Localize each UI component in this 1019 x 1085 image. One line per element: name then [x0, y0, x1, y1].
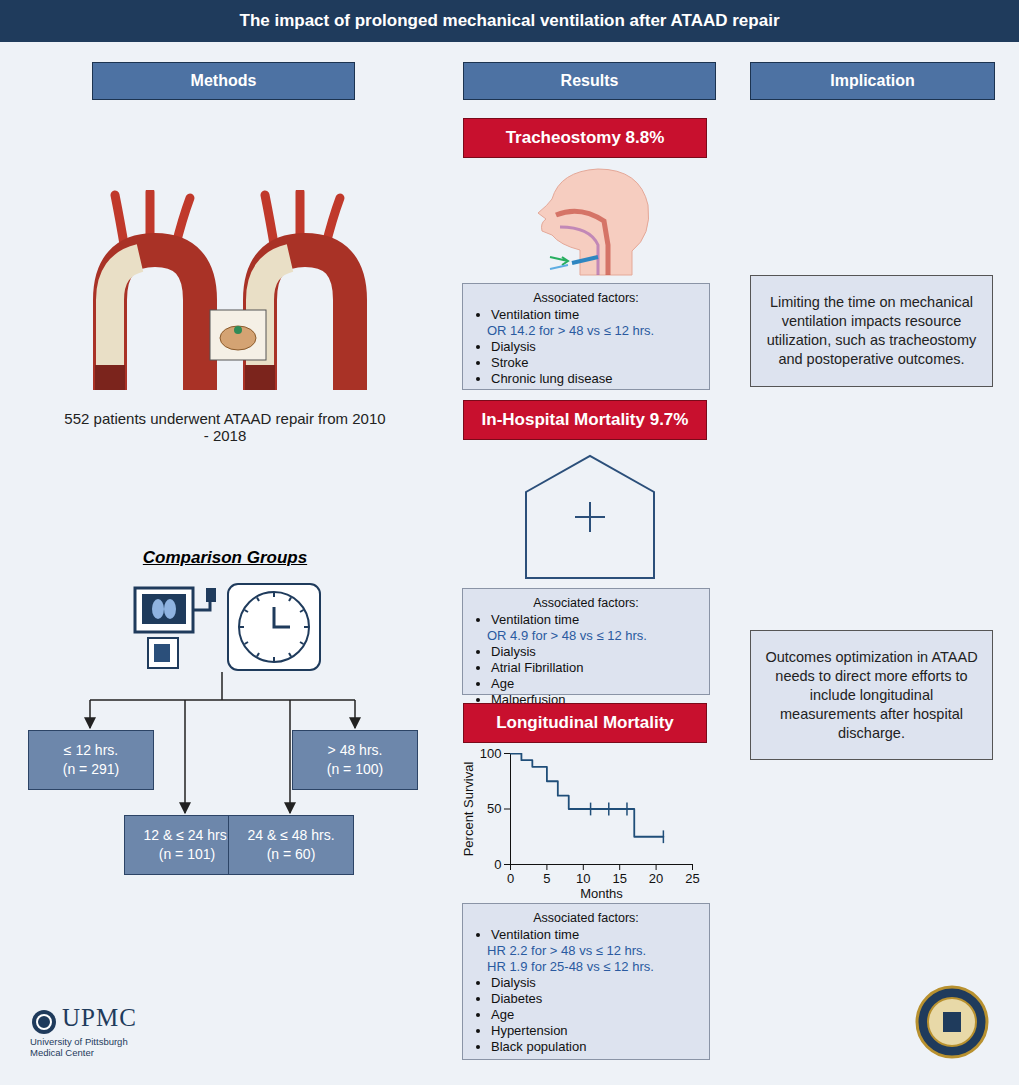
html-text:In-Hospital Mortality 9.7%: In-Hospital Mortality 9.7%: [481, 410, 689, 429]
html-text:Atrial Fibrillation: Atrial Fibrillation: [491, 660, 584, 675]
svg-text:100: 100: [480, 746, 502, 761]
html-text:(n = 100): (n = 100): [326, 761, 384, 777]
html-text:OR 14.2 for > 48 vs ≤ 12 hrs.: OR 14.2 for > 48 vs ≤ 12 hrs.: [487, 323, 655, 338]
html-text:Outcomes optimization in ATAAD: Outcomes optimization in ATAAD needs to …: [765, 648, 978, 741]
html-text:UPMC: UPMC: [62, 1004, 137, 1031]
html-text:University of Pittsburgh: University of Pittsburgh: [30, 1036, 128, 1047]
html-text:Age: Age: [491, 1007, 515, 1022]
svg-text:0: 0: [494, 857, 501, 872]
html-text:Methods: Methods: [190, 72, 257, 89]
html-text:Ventilation time: Ventilation time: [491, 612, 580, 627]
html-text:(n = 101): (n = 101): [158, 846, 216, 862]
html-text:Stroke: Stroke: [491, 355, 529, 370]
html-text:Limiting the time on mechanica: Limiting the time on mechanical ventilat…: [766, 294, 977, 367]
svg-text:Percent Survival: Percent Survival: [461, 762, 476, 857]
svg-text:20: 20: [649, 871, 663, 886]
html-text:Medical Center: Medical Center: [30, 1047, 94, 1058]
html-text:Implication: Implication: [830, 72, 915, 89]
svg-text:50: 50: [487, 801, 501, 816]
html-text:Black population: Black population: [491, 1039, 587, 1054]
html-text:Diabetes: Diabetes: [491, 991, 543, 1006]
html-text:12 & ≤ 24 hrs.: 12 & ≤ 24 hrs.: [143, 827, 231, 843]
html-text:≤ 12 hrs.: ≤ 12 hrs.: [63, 742, 119, 758]
html-text:Age: Age: [491, 676, 515, 691]
html-text:Results: Results: [560, 72, 619, 89]
html-text:Ventilation time: Ventilation time: [491, 307, 580, 322]
html-text:> 48 hrs.: > 48 hrs.: [327, 742, 383, 758]
html-text:Hypertension: Hypertension: [491, 1023, 568, 1038]
html-text:552 patients underwent ATAAD r: 552 patients underwent ATAAD repair from…: [64, 410, 386, 444]
html-text:Chronic lung disease: Chronic lung disease: [491, 371, 613, 386]
html-text:HR 2.2 for > 48 vs ≤ 12 hrs.: HR 2.2 for > 48 vs ≤ 12 hrs.: [487, 943, 647, 958]
html-text:24 & ≤ 48 hrs.: 24 & ≤ 48 hrs.: [247, 827, 335, 843]
svg-text:15: 15: [612, 871, 626, 886]
html-text:Associated factors:: Associated factors:: [533, 291, 639, 305]
html-text:The impact of prolonged mechan: The impact of prolonged mechanical venti…: [239, 11, 780, 30]
svg-text:25: 25: [685, 871, 699, 886]
html-text:Dialysis: Dialysis: [491, 339, 536, 354]
html-text:OR 4.9 for > 48 vs ≤ 12 hrs.: OR 4.9 for > 48 vs ≤ 12 hrs.: [487, 628, 647, 643]
html-text:Ventilation time: Ventilation time: [491, 927, 580, 942]
html-text:Comparison Groups: Comparison Groups: [142, 548, 308, 567]
html-text:(n = 291): (n = 291): [62, 761, 120, 777]
html-text:Dialysis: Dialysis: [491, 644, 536, 659]
html-text:Longitudinal Mortality: Longitudinal Mortality: [496, 713, 674, 732]
svg-text:0: 0: [507, 871, 514, 886]
html-text:Associated factors:: Associated factors:: [533, 596, 639, 610]
svg-text:10: 10: [576, 871, 590, 886]
html-text:Malperfusion: Malperfusion: [491, 692, 566, 707]
html-text:Dialysis: Dialysis: [491, 975, 536, 990]
svg-text:5: 5: [543, 871, 550, 886]
html-text:(n = 60): (n = 60): [266, 846, 316, 862]
svg-text:Months: Months: [580, 886, 623, 901]
html-text:HR 1.9 for 25-48 vs ≤ 12 hrs.: HR 1.9 for 25-48 vs ≤ 12 hrs.: [487, 959, 654, 974]
html-text:Tracheostomy 8.8%: Tracheostomy 8.8%: [505, 128, 665, 147]
html-text:Associated factors:: Associated factors:: [533, 911, 639, 925]
